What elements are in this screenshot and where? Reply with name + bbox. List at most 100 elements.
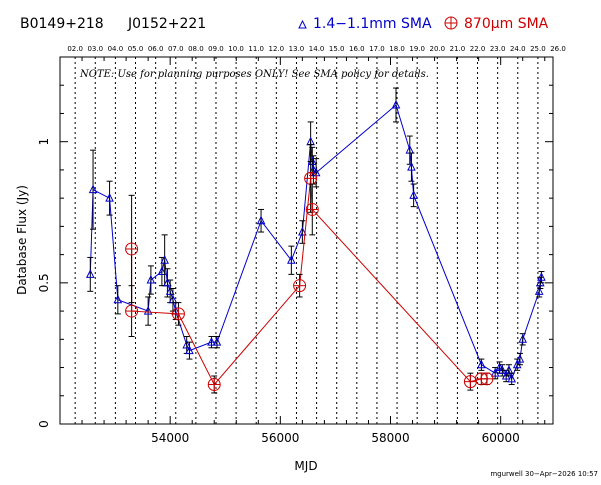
- data-point-1mm: [477, 358, 486, 371]
- data-point-1mm: [146, 265, 156, 295]
- triangle-marker: [495, 362, 504, 372]
- triangle-marker: [212, 337, 222, 346]
- x-axis: 54000 56000 58000 60000: [59, 57, 546, 445]
- data-point-870um: [171, 302, 185, 326]
- x-tick-label: 56000: [261, 431, 299, 445]
- top-year-label: 21.0: [450, 45, 466, 53]
- triangle-marker: [287, 255, 296, 264]
- year-gridlines: [74, 57, 539, 424]
- data-point-870um: [305, 183, 319, 236]
- x-axis-label: MJD: [294, 459, 317, 473]
- top-year-label: 05.0: [128, 45, 144, 53]
- top-year-label: 14.0: [309, 45, 325, 53]
- triangle-marker: [165, 286, 175, 295]
- triangle-marker: [536, 277, 545, 287]
- top-year-label: 23.0: [490, 45, 506, 53]
- top-year-label: 06.0: [148, 45, 164, 53]
- data-point-870um: [463, 372, 477, 391]
- data-point-1mm: [515, 352, 525, 366]
- triangle-marker: [105, 193, 114, 202]
- top-year-label: 10.0: [228, 45, 244, 53]
- data-point-1mm: [212, 335, 222, 349]
- data-point-870um: [207, 375, 221, 394]
- legend-870um: 870μm SMA: [444, 16, 549, 32]
- triangle-marker: [534, 286, 544, 295]
- triangle-marker: [256, 215, 266, 225]
- data-point-1mm: [405, 135, 415, 165]
- triangle-marker: [298, 226, 307, 236]
- data-point-870um: [480, 372, 494, 386]
- data-point-1mm: [113, 285, 123, 315]
- series-870um: [125, 144, 494, 394]
- data-point-1mm: [256, 208, 266, 233]
- triangle-marker: [207, 337, 216, 346]
- triangle-marker: [409, 190, 418, 199]
- data-point-870um: [293, 273, 307, 298]
- legend-triangle-icon: [298, 19, 307, 29]
- top-year-label: 02.0: [67, 45, 83, 53]
- triangle-marker: [113, 294, 123, 304]
- data-point-1mm: [407, 152, 416, 182]
- data-point-1mm: [537, 271, 546, 284]
- data-point-1mm: [534, 285, 544, 298]
- top-year-label: 22.0: [470, 45, 486, 53]
- legend-1mm: 1.4−1.1mm SMA: [298, 16, 432, 32]
- timestamp-stamp: mgurwell 30−Apr−2026 10:57: [490, 470, 598, 478]
- triangle-marker: [537, 272, 546, 281]
- triangle-marker: [182, 339, 192, 349]
- top-year-label: 20.0: [429, 45, 445, 53]
- top-year-label: 11.0: [248, 45, 264, 53]
- triangle-marker: [407, 161, 416, 171]
- top-year-label: 08.0: [188, 45, 204, 53]
- triangle-marker: [143, 305, 153, 315]
- top-year-label: 15.0: [329, 45, 345, 53]
- data-point-1mm: [409, 183, 418, 208]
- data-point-1mm: [507, 372, 516, 385]
- top-year-label: 18.0: [389, 45, 405, 53]
- y-tick-label: 0.5: [37, 273, 51, 292]
- y-tick-label: 1: [37, 138, 51, 146]
- series-line: [89, 104, 542, 381]
- legend-870um-label: 870μm SMA: [464, 16, 549, 32]
- triangle-marker: [185, 345, 194, 355]
- top-year-label: 12.0: [269, 45, 285, 53]
- series-1mm: [85, 87, 546, 385]
- triangle-marker: [518, 334, 528, 343]
- data-point-1mm: [105, 180, 114, 216]
- data-point-870um: [125, 194, 139, 304]
- x-tick-label: 60000: [482, 431, 520, 445]
- top-year-label: 13.0: [289, 45, 305, 53]
- data-point-1mm: [143, 296, 153, 326]
- top-year-label: 16.0: [349, 45, 365, 53]
- data-point-1mm: [287, 245, 296, 275]
- triangle-marker: [512, 359, 522, 369]
- top-year-label: 26.0: [550, 45, 566, 53]
- x-tick-label: 54000: [151, 431, 189, 445]
- top-year-axis: 02.0 03.0 04.0 05.0 06.0 07.0 08.0 09.0 10.0 11.0…: [67, 45, 565, 53]
- top-year-label: 07.0: [168, 45, 184, 53]
- triangle-marker: [85, 269, 95, 278]
- plot-frame: [59, 56, 554, 425]
- data-point-870um: [125, 285, 139, 337]
- top-year-label: 09.0: [208, 45, 224, 53]
- triangle-marker: [391, 99, 401, 109]
- data-point-1mm: [88, 149, 98, 230]
- data-point-870um: [304, 144, 318, 213]
- triangle-marker: [146, 274, 156, 284]
- data-point-1mm: [85, 256, 95, 292]
- top-year-label: 04.0: [108, 45, 124, 53]
- alt-name-title: J0152+221: [127, 16, 206, 32]
- top-year-label: 17.0: [369, 45, 385, 53]
- top-year-label: 19.0: [409, 45, 425, 53]
- y-axis-label: Database Flux (Jy): [15, 185, 29, 295]
- data-point-1mm: [207, 335, 216, 349]
- y-tick-label: 0: [37, 420, 51, 428]
- triangle-marker: [157, 266, 167, 276]
- legend-circle-plus-icon: [444, 16, 458, 30]
- x-tick-label: 58000: [371, 431, 409, 445]
- top-year-label: 24.0: [510, 45, 526, 53]
- top-year-label: 03.0: [87, 45, 103, 53]
- data-point-1mm: [391, 87, 401, 123]
- series-layer: [85, 87, 546, 394]
- triangle-marker: [515, 353, 525, 363]
